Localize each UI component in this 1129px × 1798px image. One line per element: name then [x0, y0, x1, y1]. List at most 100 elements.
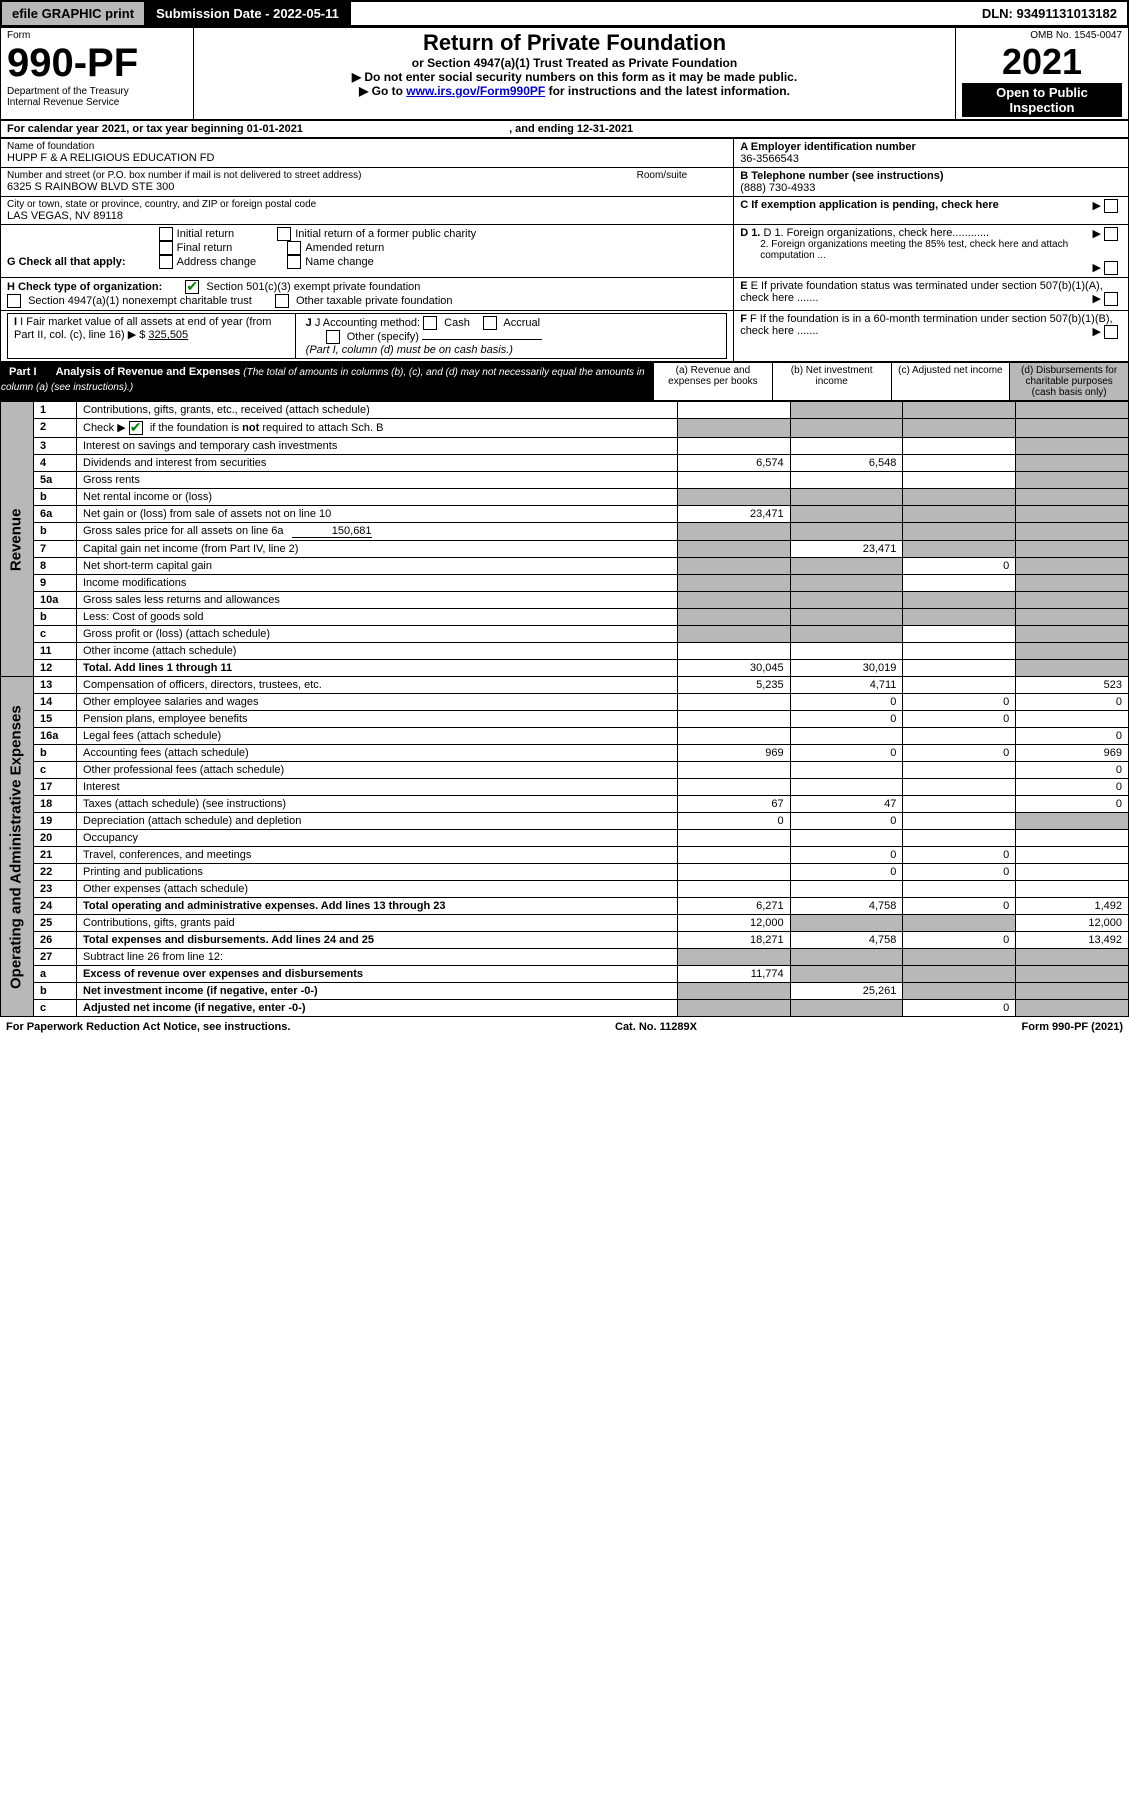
table-row: 2Check ▶ if the foundation is not requir…: [1, 419, 1129, 438]
table-row: 14Other employee salaries and wages000: [1, 694, 1129, 711]
value-cell: [903, 660, 1016, 677]
value-cell: [1016, 523, 1129, 541]
value-cell: [1016, 402, 1129, 419]
d2-checkbox[interactable]: [1104, 261, 1118, 275]
line-number: 1: [34, 402, 77, 419]
submission-date-label: Submission Date - 2022-05-11: [146, 2, 351, 25]
table-row: 15Pension plans, employee benefits00: [1, 711, 1129, 728]
value-cell: [903, 592, 1016, 609]
value-cell: [677, 626, 790, 643]
line-description: Net investment income (if negative, ente…: [77, 983, 678, 1000]
h-label: H Check type of organization:: [7, 281, 162, 293]
f-checkbox[interactable]: [1104, 325, 1118, 339]
table-row: 12Total. Add lines 1 through 1130,04530,…: [1, 660, 1129, 677]
line-number: 12: [34, 660, 77, 677]
note2-prefix: ▶ Go to: [359, 84, 406, 98]
value-cell: [790, 419, 903, 438]
h-opt3: Other taxable private foundation: [296, 295, 453, 307]
table-row: Operating and Administrative Expenses13C…: [1, 677, 1129, 694]
j-other-checkbox[interactable]: [326, 330, 340, 344]
cal-begin: 01-01-2021: [247, 123, 303, 135]
value-cell: 13,492: [1016, 932, 1129, 949]
value-cell: [677, 489, 790, 506]
g-initial-return[interactable]: [159, 227, 173, 241]
value-cell: [677, 523, 790, 541]
line-description: Other professional fees (attach schedule…: [77, 762, 678, 779]
line-description: Net gain or (loss) from sale of assets n…: [77, 506, 678, 523]
value-cell: [1016, 864, 1129, 881]
value-cell: [1016, 489, 1129, 506]
part1-header: Part I Analysis of Revenue and Expenses …: [0, 362, 1129, 401]
table-row: 3Interest on savings and temporary cash …: [1, 438, 1129, 455]
value-cell: [790, 575, 903, 592]
line-description: Total. Add lines 1 through 11: [77, 660, 678, 677]
efile-print-button[interactable]: efile GRAPHIC print: [2, 2, 146, 25]
value-cell: [903, 677, 1016, 694]
line-description: Adjusted net income (if negative, enter …: [77, 1000, 678, 1017]
value-cell: [1016, 813, 1129, 830]
d1-checkbox[interactable]: [1104, 227, 1118, 241]
value-cell: 18,271: [677, 932, 790, 949]
section-side-label: Operating and Administrative Expenses: [1, 677, 34, 1017]
g-address-change[interactable]: [159, 255, 173, 269]
j-cash-checkbox[interactable]: [423, 316, 437, 330]
value-cell: 30,045: [677, 660, 790, 677]
value-cell: [677, 711, 790, 728]
g-amended[interactable]: [287, 241, 301, 255]
value-cell: [903, 915, 1016, 932]
form-title: Return of Private Foundation: [200, 30, 949, 56]
value-cell: 523: [1016, 677, 1129, 694]
topbar-spacer: [351, 2, 972, 25]
value-cell: [903, 949, 1016, 966]
line-number: 21: [34, 847, 77, 864]
g-initial-former[interactable]: [277, 227, 291, 241]
value-cell: [903, 796, 1016, 813]
value-cell: 0: [903, 864, 1016, 881]
table-row: bNet investment income (if negative, ent…: [1, 983, 1129, 1000]
value-cell: [790, 779, 903, 796]
name-label: Name of foundation: [7, 141, 727, 152]
top-bar: efile GRAPHIC print Submission Date - 20…: [0, 0, 1129, 27]
line-description: Printing and publications: [77, 864, 678, 881]
g-final-return[interactable]: [159, 241, 173, 255]
value-cell: 0: [1016, 728, 1129, 745]
footer-mid: Cat. No. 11289X: [615, 1021, 697, 1033]
value-cell: 0: [903, 558, 1016, 575]
value-cell: [1016, 643, 1129, 660]
note2-suffix: for instructions and the latest informat…: [549, 84, 790, 98]
line-description: Occupancy: [77, 830, 678, 847]
e-checkbox[interactable]: [1104, 292, 1118, 306]
footer-right: Form 990-PF (2021): [1022, 1021, 1123, 1033]
value-cell: [790, 762, 903, 779]
value-cell: [903, 402, 1016, 419]
j-accrual-checkbox[interactable]: [483, 316, 497, 330]
h-opt1: Section 501(c)(3) exempt private foundat…: [206, 281, 420, 293]
value-cell: [790, 523, 903, 541]
h-4947-checkbox[interactable]: [7, 294, 21, 308]
calendar-year-row: For calendar year 2021, or tax year begi…: [0, 120, 1129, 138]
c-checkbox[interactable]: [1104, 199, 1118, 213]
h-other-checkbox[interactable]: [275, 294, 289, 308]
dept-treasury: Department of the Treasury: [7, 86, 187, 97]
e-label: E E If private foundation status was ter…: [740, 280, 1122, 304]
value-cell: [903, 455, 1016, 472]
j-other: Other (specify): [347, 331, 419, 343]
i-value: 325,505: [148, 329, 188, 341]
open-to-public: Open to Public Inspection: [962, 83, 1122, 117]
form990pf-link[interactable]: www.irs.gov/Form990PF: [406, 84, 545, 98]
addr-value: 6325 S RAINBOW BLVD STE 300: [7, 181, 727, 193]
line-description: Total operating and administrative expen…: [77, 898, 678, 915]
g-name-change[interactable]: [287, 255, 301, 269]
g-opt-0: Initial return: [177, 228, 234, 240]
schb-checkbox[interactable]: [129, 421, 143, 435]
j-label: J Accounting method:: [315, 317, 420, 329]
value-cell: [903, 506, 1016, 523]
value-cell: [677, 609, 790, 626]
col-c-header: (c) Adjusted net income: [891, 363, 1010, 401]
line-number: 13: [34, 677, 77, 694]
h-501c3-checkbox[interactable]: [185, 280, 199, 294]
city-label: City or town, state or province, country…: [7, 199, 727, 210]
value-cell: [677, 592, 790, 609]
j-accrual: Accrual: [503, 317, 540, 329]
footer-left: For Paperwork Reduction Act Notice, see …: [6, 1021, 290, 1033]
